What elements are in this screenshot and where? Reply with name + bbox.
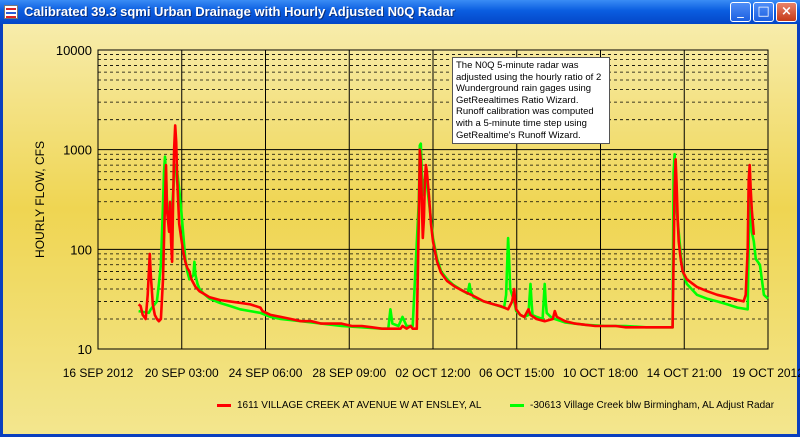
close-button[interactable]: ×: [776, 2, 797, 22]
legend-swatch-green: [510, 403, 524, 407]
chart-annotation: The N0Q 5-minute radar was adjusted usin…: [452, 57, 610, 145]
legend-item-series-2: -30613 Village Creek blw Birmingham, AL …: [510, 400, 774, 411]
app-icon: [4, 5, 18, 19]
legend-swatch-red: [217, 403, 231, 407]
window-title: Calibrated 39.3 sqmi Urban Drainage with…: [24, 4, 455, 19]
legend-label-series-1: 1611 VILLAGE CREEK AT AVENUE W AT ENSLEY…: [237, 400, 482, 411]
y-tick-label: 1000: [63, 143, 92, 158]
legend-item-series-1: 1611 VILLAGE CREEK AT AVENUE W AT ENSLEY…: [217, 400, 481, 411]
maximize-button[interactable]: □: [753, 2, 774, 22]
x-tick-label: 24 SEP 06:00: [229, 366, 303, 380]
chart-background: [3, 24, 797, 434]
title-bar[interactable]: Calibrated 39.3 sqmi Urban Drainage with…: [0, 0, 800, 24]
y-tick-label: 10000: [56, 43, 92, 58]
series-line-1: [137, 124, 756, 330]
y-tick-label: 10: [78, 342, 92, 357]
y-tick-label: 100: [70, 242, 92, 257]
legend-label-series-2: -30613 Village Creek blw Birmingham, AL …: [530, 400, 775, 411]
x-tick-label: 19 OCT 2012: [732, 366, 800, 380]
minimize-button[interactable]: _: [730, 2, 751, 22]
x-tick-label: 28 SEP 09:00: [312, 366, 386, 380]
x-tick-label: 16 SEP 2012: [63, 366, 134, 380]
x-tick-label: 10 OCT 18:00: [563, 366, 638, 380]
x-tick-label: 20 SEP 03:00: [145, 366, 219, 380]
x-tick-label: 02 OCT 12:00: [395, 366, 470, 380]
y-axis-label: HOURLY FLOW, CFS: [33, 141, 47, 258]
x-tick-label: 06 OCT 15:00: [479, 366, 554, 380]
x-tick-label: 14 OCT 21:00: [647, 366, 722, 380]
